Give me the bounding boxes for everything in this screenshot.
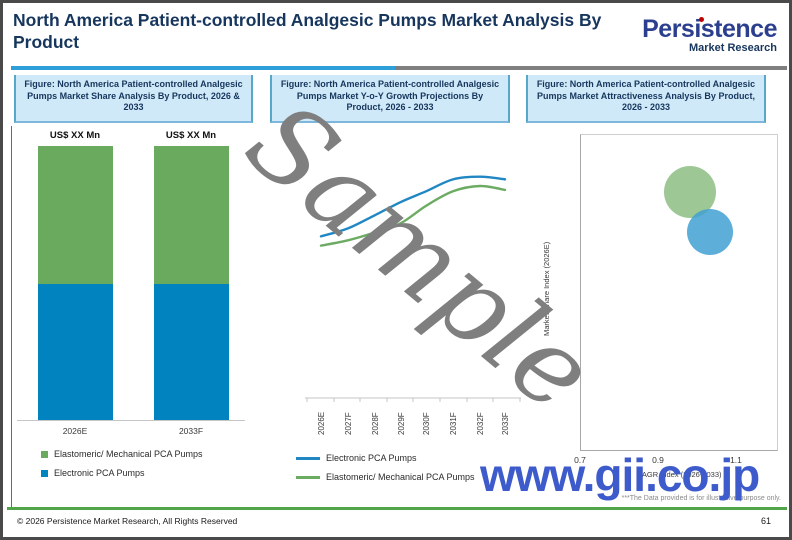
legend-label: Electronic PCA Pumps: [54, 468, 145, 478]
legend-swatch-blue: [41, 469, 48, 477]
legend-item: Electronic PCA Pumps: [296, 453, 475, 463]
figure-caption-yoy-growth: Figure: North America Patient-controlled…: [270, 75, 510, 123]
x-axis-tick-label: 2026E: [317, 412, 326, 435]
x-axis-tick-label: 2028F: [371, 412, 380, 435]
stacked-bar-chart: US$ XX Mn 2026E US$ XX Mn 2033F: [15, 128, 253, 443]
bar-segment: [37, 284, 113, 420]
gii-site-watermark: www.gii.co.jp: [480, 449, 760, 501]
line-chart-legend: Electronic PCA Pumps Elastomeric/ Mechan…: [296, 453, 475, 482]
logo-wordmark: Persistence: [642, 15, 777, 43]
x-axis-tick-label: 2033F: [501, 412, 510, 435]
legend-line-swatch-blue: [296, 456, 320, 460]
bar-category-label: 2026E: [62, 426, 88, 436]
page-number: 61: [760, 516, 771, 526]
bar-value-label: US$ XX Mn: [165, 130, 217, 141]
bar-chart-x-axis: [17, 420, 245, 421]
growth-curve: [319, 184, 507, 247]
legend-item: Electronic PCA Pumps: [41, 468, 203, 478]
yoy-growth-line-chart: 2026E 2027F 2028F 2029F 2030F 2031F 2032F 2033F: [270, 128, 522, 443]
figure-caption-market-share: Figure: North America Patient-controlled…: [14, 75, 253, 123]
bar-segment: [153, 146, 229, 285]
bar-chart-legend: Elastomeric/ Mechanical PCA Pumps Electr…: [41, 449, 203, 478]
growth-curve: [319, 175, 507, 238]
bubble-chart-x-ticks: 0.7 0.9 1.1: [574, 455, 778, 467]
bubble-point: [686, 208, 733, 255]
x-axis-tick-label: 1.1: [730, 455, 742, 465]
left-divider-line: [11, 126, 12, 508]
x-axis-tick-label: 2032F: [476, 412, 485, 435]
x-axis-tick-label: 2030F: [422, 412, 431, 435]
x-axis-tick-label: 0.9: [652, 455, 664, 465]
legend-item: Elastomeric/ Mechanical PCA Pumps: [41, 449, 203, 459]
data-disclaimer: ***The Data provided is for illustrative…: [621, 495, 781, 502]
logo-tagline: Market Research: [688, 42, 777, 54]
x-axis-tick-label: 0.7: [574, 455, 586, 465]
legend-label: Elastomeric/ Mechanical PCA Pumps: [326, 472, 475, 482]
legend-line-swatch-green: [296, 475, 320, 479]
line-chart-canvas: 2026E 2027F 2028F 2029F 2030F 2031F 2032F 2033F: [305, 175, 521, 435]
legend-label: Elastomeric/ Mechanical PCA Pumps: [54, 449, 203, 459]
x-axis-tick-label: 2029F: [397, 412, 406, 435]
x-axis-tick-label: 2031F: [449, 412, 458, 435]
bar-segment: [37, 146, 113, 285]
footer-green-line: [7, 507, 787, 510]
legend-swatch-green: [41, 450, 48, 458]
page-title: North America Patient-controlled Analges…: [13, 10, 602, 52]
persistence-logo: Persistence Market Research: [642, 15, 777, 55]
legend-item: Elastomeric/ Mechanical PCA Pumps: [296, 472, 475, 482]
figure-caption-attractiveness: Figure: North America Patient-controlled…: [526, 75, 766, 123]
bar-category-label: 2033F: [178, 426, 204, 436]
copyright-text: © 2026 Persistence Market Research, All …: [17, 516, 238, 526]
bubble-chart-x-axis-label: CAGR Index (2026-2033): [636, 470, 722, 479]
bar-segment: [153, 284, 229, 420]
attractiveness-bubble-chart: [580, 134, 778, 451]
title-underline-gray: [395, 66, 787, 70]
legend-label: Electronic PCA Pumps: [326, 453, 417, 463]
title-underline-blue: [11, 66, 395, 70]
x-axis-tick-label: 2027F: [344, 412, 353, 435]
bar-value-label: US$ XX Mn: [49, 130, 101, 141]
logo-red-dot-icon: [699, 17, 705, 22]
